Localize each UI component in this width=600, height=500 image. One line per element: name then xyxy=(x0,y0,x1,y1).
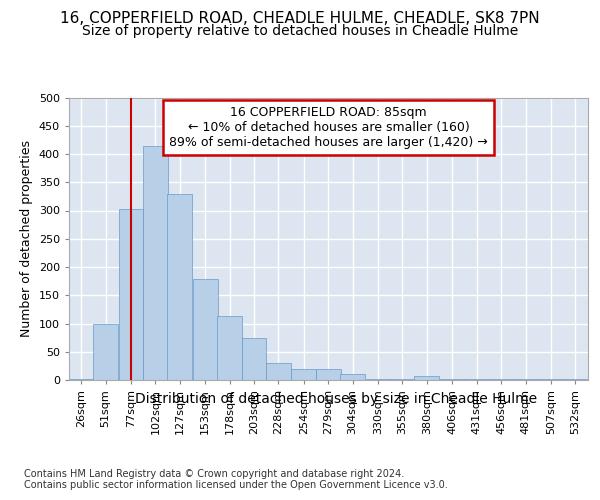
Bar xyxy=(390,379,415,380)
Bar xyxy=(119,209,143,380)
Bar xyxy=(266,363,291,380)
Text: 16 COPPERFIELD ROAD: 85sqm
← 10% of detached houses are smaller (160)
89% of sem: 16 COPPERFIELD ROAD: 85sqm ← 10% of deta… xyxy=(169,106,488,149)
Bar xyxy=(292,368,316,380)
Bar xyxy=(69,379,94,380)
Bar xyxy=(167,194,192,380)
Bar xyxy=(513,379,538,380)
Bar xyxy=(93,324,118,380)
Bar xyxy=(464,379,489,380)
Bar xyxy=(538,379,563,380)
Y-axis label: Number of detached properties: Number of detached properties xyxy=(20,140,33,337)
Bar xyxy=(440,379,465,380)
Text: Size of property relative to detached houses in Cheadle Hulme: Size of property relative to detached ho… xyxy=(82,24,518,38)
Bar xyxy=(365,379,391,380)
Bar xyxy=(193,280,218,380)
Text: Contains public sector information licensed under the Open Government Licence v3: Contains public sector information licen… xyxy=(24,480,448,490)
Bar xyxy=(242,338,266,380)
Bar xyxy=(340,374,365,380)
Bar xyxy=(488,379,514,380)
Bar xyxy=(415,376,439,380)
Bar xyxy=(217,316,242,380)
Bar xyxy=(143,146,168,380)
Bar xyxy=(563,379,588,380)
Text: Distribution of detached houses by size in Cheadle Hulme: Distribution of detached houses by size … xyxy=(135,392,537,406)
Text: Contains HM Land Registry data © Crown copyright and database right 2024.: Contains HM Land Registry data © Crown c… xyxy=(24,469,404,479)
Text: 16, COPPERFIELD ROAD, CHEADLE HULME, CHEADLE, SK8 7PN: 16, COPPERFIELD ROAD, CHEADLE HULME, CHE… xyxy=(60,11,540,26)
Bar xyxy=(316,368,341,380)
